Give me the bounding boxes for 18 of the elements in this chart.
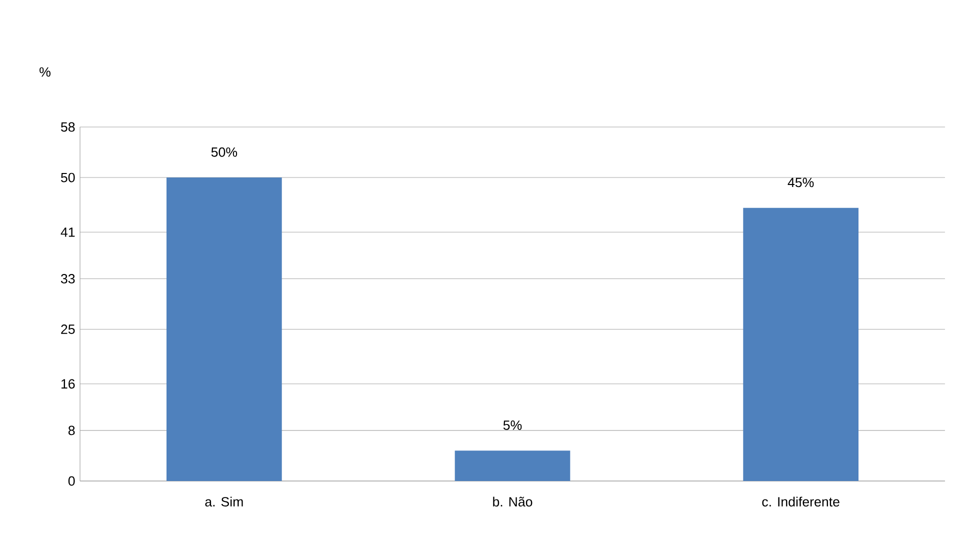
y-tick-label: 58 — [61, 122, 75, 132]
data-label: 45% — [788, 178, 814, 188]
y-tick-label: 33 — [60, 274, 75, 284]
y-tick-label: 50 — [61, 172, 75, 182]
bar — [743, 208, 858, 481]
data-label: 5% — [503, 420, 522, 430]
bar — [454, 450, 570, 481]
y-tick-label: 0 — [68, 476, 75, 486]
x-tick-label: c. Indiferente — [762, 496, 840, 507]
x-tick-label: b. Não — [493, 496, 532, 507]
y-axis-title: % — [40, 67, 50, 77]
y-tick-label: 41 — [60, 228, 75, 237]
x-tick-label: a. Sim — [205, 496, 243, 507]
bar — [166, 178, 282, 481]
data-label: 50% — [211, 147, 238, 157]
y-tick-label: 16 — [61, 379, 75, 389]
y-tick-label: 8 — [68, 426, 75, 436]
y-tick-label: 25 — [61, 324, 75, 334]
